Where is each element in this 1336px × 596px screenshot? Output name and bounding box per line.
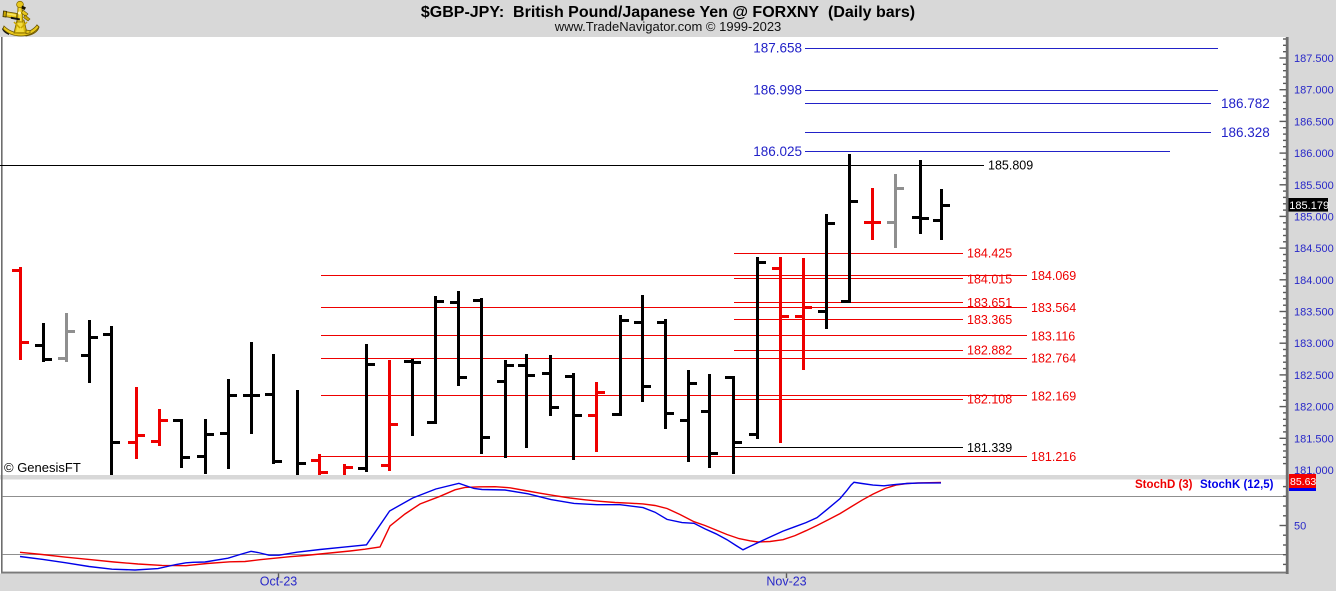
- svg-text:182.108: 182.108: [967, 393, 1012, 407]
- svg-text:183.500: 183.500: [1294, 307, 1334, 319]
- svg-text:186.500: 186.500: [1294, 116, 1334, 128]
- svg-text:183.116: 183.116: [1031, 329, 1075, 343]
- svg-text:185.500: 185.500: [1294, 180, 1334, 192]
- svg-text:184.069: 184.069: [1031, 269, 1076, 283]
- svg-text:StochK (12,5): StochK (12,5): [1200, 479, 1274, 491]
- svg-text:184.000: 184.000: [1294, 275, 1334, 287]
- svg-text:183.000: 183.000: [1294, 338, 1334, 350]
- svg-text:186.782: 186.782: [1221, 96, 1270, 111]
- svg-text:187.000: 187.000: [1294, 85, 1334, 97]
- svg-text:182.764: 182.764: [1031, 352, 1076, 366]
- svg-text:185.000: 185.000: [1294, 212, 1334, 224]
- svg-text:www.TradeNavigator.com © 1999-: www.TradeNavigator.com © 1999-2023: [554, 19, 782, 34]
- svg-text:183.365: 183.365: [967, 313, 1012, 327]
- svg-text:186.998: 186.998: [753, 83, 802, 98]
- svg-text:85.63: 85.63: [1290, 476, 1316, 488]
- svg-text:186.000: 186.000: [1294, 148, 1334, 160]
- svg-text:182.882: 182.882: [967, 344, 1012, 358]
- svg-text:185.179: 185.179: [1289, 200, 1329, 212]
- svg-text:183.564: 183.564: [1031, 301, 1076, 315]
- svg-text:184.015: 184.015: [967, 272, 1012, 286]
- svg-text:182.000: 182.000: [1294, 402, 1334, 414]
- svg-text:$GBP-JPY: British Pound/Japan: $GBP-JPY: British Pound/Japanese Yen @ F…: [421, 4, 915, 21]
- svg-text:183.651: 183.651: [967, 296, 1012, 310]
- svg-text:184.500: 184.500: [1294, 243, 1334, 255]
- svg-text:50: 50: [1294, 521, 1306, 533]
- svg-text:182.500: 182.500: [1294, 370, 1334, 382]
- svg-text:186.025: 186.025: [753, 144, 802, 159]
- svg-text:187.658: 187.658: [753, 41, 802, 56]
- svg-text:181.216: 181.216: [1031, 450, 1076, 464]
- svg-text:184.425: 184.425: [967, 247, 1012, 261]
- svg-text:186.328: 186.328: [1221, 125, 1270, 140]
- svg-text:Oct-23: Oct-23: [260, 575, 298, 589]
- svg-text:Nov-23: Nov-23: [766, 575, 806, 589]
- svg-text:187.500: 187.500: [1294, 53, 1334, 65]
- svg-text:© GenesisFT: © GenesisFT: [4, 460, 81, 475]
- svg-text:181.339: 181.339: [967, 441, 1012, 455]
- svg-text:StochD (3): StochD (3): [1135, 479, 1193, 491]
- svg-text:182.169: 182.169: [1031, 389, 1076, 403]
- svg-text:181.500: 181.500: [1294, 433, 1334, 445]
- svg-text:185.809: 185.809: [988, 159, 1033, 173]
